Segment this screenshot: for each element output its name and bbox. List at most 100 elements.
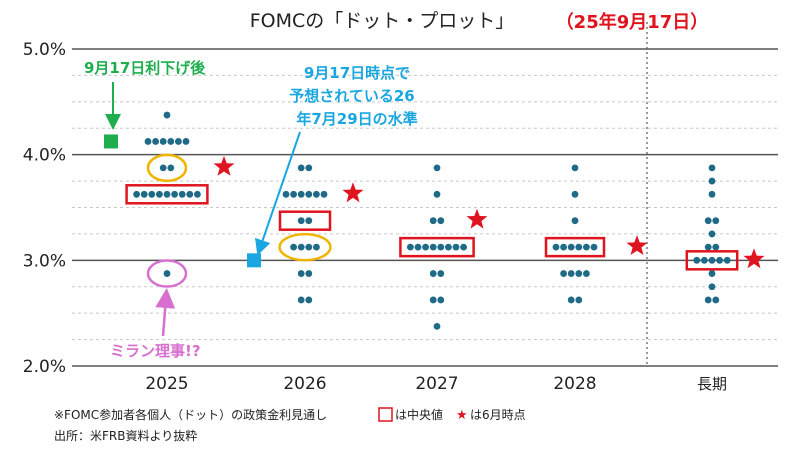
dot-mark [575,270,583,277]
dot-mark [148,190,156,198]
dot-mark [305,243,313,251]
dot-mark [708,177,716,185]
dot-mark [422,243,429,251]
dot-mark [429,217,437,225]
dot-mark [567,296,575,304]
x-axis: 2025 2026 2027 2028 長期 [145,374,727,394]
dot-mark [701,256,708,264]
dot-mark [163,111,171,119]
median-box [399,236,475,258]
dot-mark [290,190,297,198]
y-tick-label: 2.0% [23,357,66,377]
median-box [125,184,209,205]
dot-mark [159,164,167,172]
dot-mark [567,243,575,251]
dot-mark [712,296,720,304]
legend-median-box-icon [378,407,393,422]
dot-mark [163,270,171,277]
dot-mark [313,243,320,251]
dot-mark [407,243,414,251]
futures-arrow [255,131,301,256]
dot-mark [414,243,422,251]
dot-mark [429,243,437,251]
dot-mark [178,190,186,198]
dot-mark [704,243,712,251]
june-star [626,235,648,255]
dot-mark [437,243,445,251]
dot-mark [433,322,441,330]
dot-mark [144,138,152,145]
dot-mark [716,256,723,264]
june-stars [213,155,765,269]
y-axis: 5.0% 4.0% 3.0% 2.0% [23,40,66,377]
futures-marker [247,253,261,268]
dot-mark [305,270,313,277]
dot-mark [297,217,305,225]
highlight-ellipse [146,259,188,288]
dot-mark [590,243,598,251]
futures-label-line2: 予想されている26 [289,87,414,105]
y-tick-label: 5.0% [23,40,66,60]
dot-mark [704,296,712,304]
chart-title: FOMCの「ドット・プロット」 [250,10,515,32]
median-box [685,250,739,271]
post-cut-marker [104,134,118,149]
futures-label-line3: 年7月29日の水準 [296,110,417,128]
footnote-line1: ※FOMC参加者各個人（ドット）の政策金利見通し [54,407,327,422]
dot-mark [560,270,567,277]
dot-mark [182,138,190,145]
dot-mark [133,190,141,198]
dot-mark [159,138,167,145]
x-tick-label: 2027 [415,374,458,394]
june-star [743,248,765,269]
dot-mark [460,243,467,251]
dot-mark [723,256,731,264]
median-boxes [125,184,739,271]
dot-mark [445,243,452,251]
dot-mark [433,190,441,198]
dot-mark [560,243,567,251]
dot-mark [571,190,579,198]
dot-mark [297,164,305,172]
dot-mark [708,270,716,277]
dot-mark [167,164,175,172]
dot-mark [571,217,579,225]
dot-mark [175,138,182,145]
grid-lines [72,48,778,367]
dot-mark [575,296,583,304]
dot-mark [583,243,590,251]
dot-mark [712,243,720,251]
x-tick-label: 2026 [283,374,326,394]
dot-mark [194,190,201,198]
dot-mark [186,190,194,198]
dot-mark [571,164,579,172]
dot-mark [171,190,179,198]
dot-mark [552,243,560,251]
dot-mark [708,256,716,264]
dot-mark [140,190,148,198]
source-note: 出所：米FRB資料より抜粋 [54,429,197,443]
dot-mark [583,270,590,277]
dot-mark [320,190,328,198]
dot-mark [305,296,313,304]
dot-mark [708,230,716,238]
dot-series [133,111,731,330]
dot-mark [297,243,305,251]
dot-mark [712,217,720,225]
legend-star-icon: ★ [456,408,468,423]
dot-mark [305,190,313,198]
legend-star-label: は6月時点 [470,408,526,422]
dot-mark [290,243,297,251]
dot-mark [575,243,583,251]
dot-mark [313,190,320,198]
dot-mark [437,217,445,225]
dot-mark [282,190,290,198]
dot-mark [297,296,305,304]
highlight-ellipses [146,153,332,288]
dot-mark [567,270,575,277]
y-tick-label: 4.0% [23,146,66,166]
median-box [278,210,332,231]
dot-mark [708,190,716,198]
dot-mark [708,283,716,291]
dot-mark [437,270,445,277]
